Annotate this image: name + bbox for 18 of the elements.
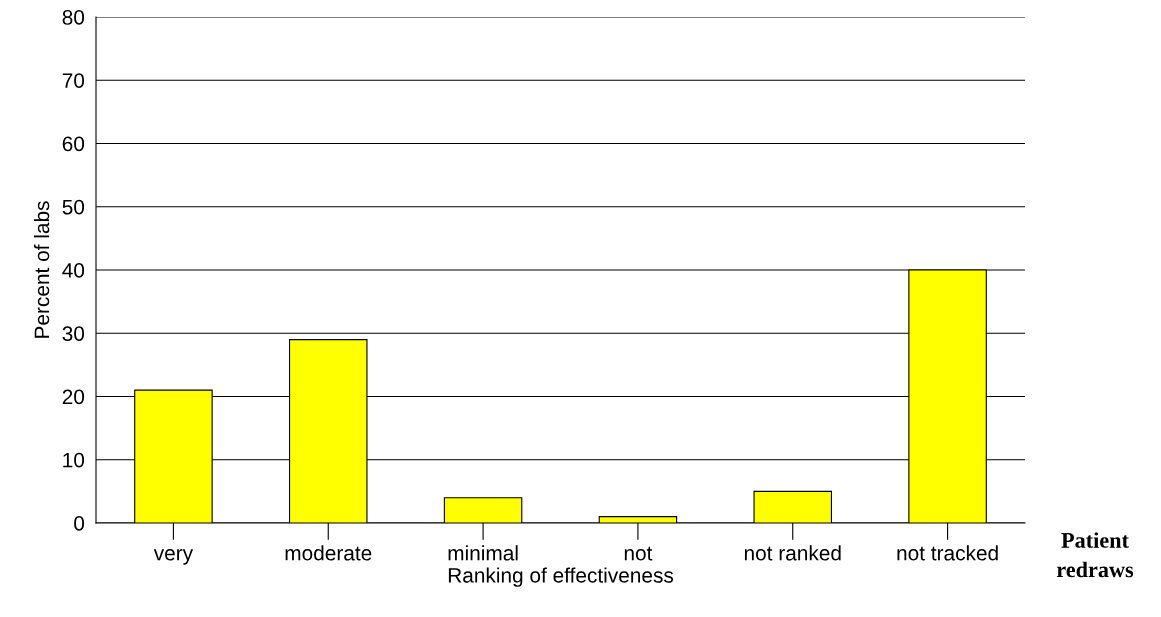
x-tick-label: not tracked xyxy=(897,545,998,561)
y-tick-label: 10 xyxy=(63,452,85,468)
x-tick-label: not xyxy=(624,546,653,561)
x-tick-label: very xyxy=(153,549,194,565)
x-tick-label: moderate xyxy=(285,545,372,561)
y-tick-label: 20 xyxy=(62,389,85,405)
y-tick-label: 60 xyxy=(62,136,85,152)
x-tick-label: minimal xyxy=(448,545,518,561)
text: Patient redraws xyxy=(1056,532,1134,578)
y-tick-label: 50 xyxy=(62,199,85,215)
x-tick-label: not ranked xyxy=(744,545,841,561)
y-tick-label: 40 xyxy=(62,263,85,278)
y-tick-label: 30 xyxy=(62,326,85,341)
y-tick-label: 70 xyxy=(62,73,85,88)
x-axis-title: Ranking of effectiveness xyxy=(448,567,674,587)
y-tick-label: 80 xyxy=(62,10,85,25)
y-axis-title: Percent of labs xyxy=(33,201,50,338)
y-tick-label: 0 xyxy=(74,516,85,531)
